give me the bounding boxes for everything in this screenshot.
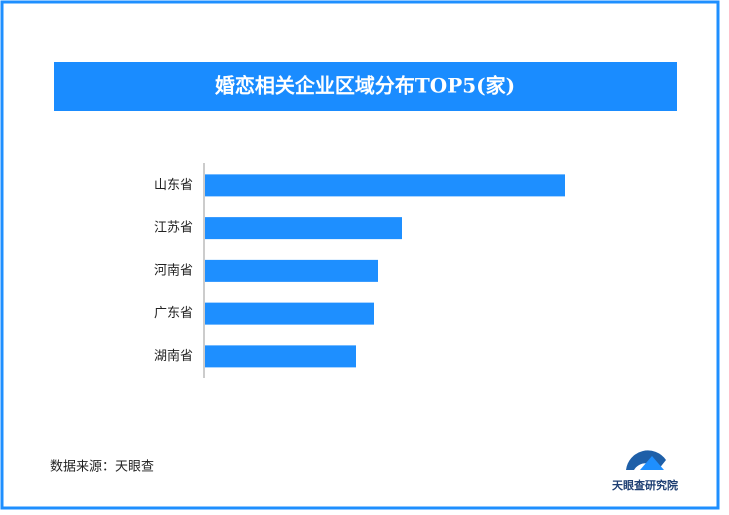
y-tick-label: 广东省 bbox=[154, 306, 193, 321]
logo-icon bbox=[640, 456, 664, 470]
logo-text: 天眼查研究院 bbox=[612, 478, 678, 492]
chart-title: 婚恋相关企业区域分布TOP5(家) bbox=[215, 74, 515, 98]
y-tick-label: 江苏省 bbox=[154, 220, 193, 236]
y-tick-label: 山东省 bbox=[154, 178, 193, 193]
bar bbox=[205, 302, 374, 325]
bar bbox=[205, 217, 402, 240]
source: 数据来源：天眼查 bbox=[50, 460, 154, 475]
bar bbox=[205, 259, 378, 282]
logo bbox=[626, 450, 666, 470]
bar bbox=[205, 345, 356, 368]
y-tick-label: 湖南省 bbox=[154, 348, 193, 364]
title-banner bbox=[54, 62, 677, 111]
y-tick-label: 河南省 bbox=[154, 262, 193, 278]
bar bbox=[205, 174, 565, 197]
